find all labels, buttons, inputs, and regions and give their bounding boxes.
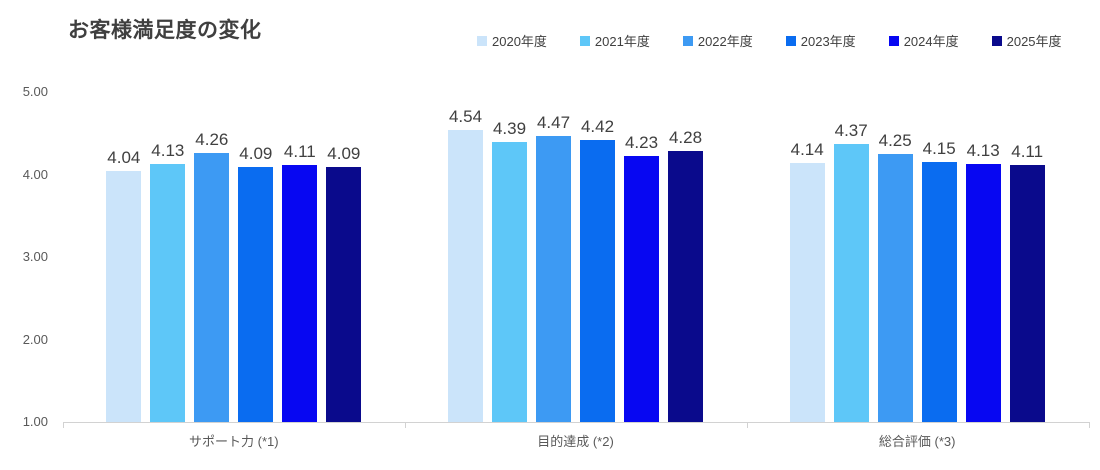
bar-2020年度-総合評価 (*3): [789, 162, 825, 422]
bar-2023年度-サポート力 (*1): [238, 167, 274, 422]
bar-wrap: 4.11: [282, 142, 318, 422]
legend-label: 2021年度: [594, 34, 650, 49]
x-axis-tick: [405, 422, 406, 428]
y-tick-label: 4.00: [22, 166, 48, 182]
y-axis: 5.00 4.00 3.00 2.00 1.00: [0, 0, 48, 470]
legend-label: 2025年度: [1006, 34, 1062, 49]
legend-label: 2023年度: [800, 34, 856, 49]
bar-value-label: 4.11: [283, 142, 316, 162]
legend-label: 2024年度: [903, 34, 959, 49]
chart-legend: 2020年度 2021年度 2022年度 2023年度 2024年度 2025年度: [477, 31, 1062, 50]
bar-2020年度-目的達成 (*2): [448, 129, 483, 422]
bar-value-label: 4.15: [922, 139, 956, 159]
legend-item-2025年度: 2025年度: [991, 31, 1062, 50]
bar-2024年度-目的達成 (*2): [624, 155, 659, 422]
bar-2022年度-サポート力 (*1): [194, 153, 230, 422]
bar-wrap: 4.11: [1009, 142, 1045, 422]
bar-wrap: 4.14: [789, 140, 825, 422]
bar-wrap: 4.13: [965, 141, 1001, 422]
bar-value-label: 4.11: [1011, 142, 1044, 162]
bar-wrap: 4.09: [326, 144, 362, 422]
legend-swatch-icon: [579, 35, 590, 46]
bar-2022年度-目的達成 (*2): [536, 135, 571, 422]
legend-label: 2020年度: [492, 34, 547, 49]
bar-value-label: 4.09: [327, 144, 361, 164]
bar-wrap: 4.26: [194, 130, 230, 422]
bar-value-label: 4.13: [966, 140, 1000, 160]
x-axis-category-labels: サポート力 (*1) 目的達成 (*2) 総合評価 (*3): [63, 431, 1088, 450]
bar-value-label: 4.25: [878, 130, 912, 150]
legend-swatch-icon: [682, 35, 693, 46]
bar-wrap: 4.47: [536, 113, 571, 422]
y-tick-label: 1.00: [22, 414, 48, 429]
bar-value-label: 4.54: [448, 106, 483, 126]
bar-wrap: 4.28: [668, 128, 703, 422]
legend-label: 2022年度: [697, 34, 753, 49]
chart-title: お客様満足度の変化: [68, 19, 262, 42]
bar-2021年度-サポート力 (*1): [150, 163, 186, 422]
x-axis-line: [63, 422, 1089, 423]
legend-item-2023年度: 2023年度: [785, 31, 856, 50]
bar-group: 4.14 4.37 4.25 4.15 4.13 4.11: [746, 92, 1088, 422]
category-label: サポート力 (*1): [189, 434, 279, 449]
bar-2023年度-総合評価 (*3): [921, 162, 957, 422]
bar-value-label: 4.23: [624, 132, 659, 152]
bar-value-label: 4.14: [790, 139, 824, 159]
bar-2025年度-目的達成 (*2): [668, 151, 703, 422]
bar-2025年度-総合評価 (*3): [1009, 165, 1045, 422]
bar-2024年度-サポート力 (*1): [282, 165, 318, 422]
bar-2024年度-総合評価 (*3): [965, 163, 1001, 422]
category-label: 目的達成 (*2): [537, 434, 614, 449]
bar-value-label: 4.37: [834, 120, 868, 140]
x-axis-tick: [63, 422, 64, 428]
y-tick-label: 2.00: [22, 331, 48, 347]
bar-value-label: 4.47: [536, 112, 571, 132]
legend-item-2020年度: 2020年度: [477, 31, 547, 50]
bar-wrap: 4.39: [492, 119, 527, 422]
bar-wrap: 4.09: [238, 144, 274, 422]
bar-wrap: 4.04: [106, 148, 142, 422]
bar-2021年度-目的達成 (*2): [492, 142, 527, 422]
legend-swatch-icon: [888, 35, 899, 46]
bar-value-label: 4.26: [195, 130, 229, 150]
x-axis-tick: [747, 422, 748, 428]
legend-swatch-icon: [785, 35, 796, 46]
legend-item-2024年度: 2024年度: [888, 31, 959, 50]
legend-swatch-icon: [991, 35, 1002, 46]
x-axis-tick: [1089, 422, 1090, 428]
bar-value-label: 4.28: [668, 128, 703, 148]
bar-group: 4.04 4.13 4.26 4.09 4.11 4.09: [63, 92, 405, 422]
bar-wrap: 4.42: [580, 117, 615, 422]
bar-value-label: 4.42: [580, 116, 615, 136]
y-tick-label: 3.00: [22, 249, 48, 264]
bar-2020年度-サポート力 (*1): [106, 171, 142, 422]
bar-value-label: 4.09: [239, 144, 273, 164]
bar-wrap: 4.37: [833, 121, 869, 422]
bar-value-label: 4.13: [151, 140, 185, 160]
bar-2023年度-目的達成 (*2): [580, 139, 615, 422]
bar-value-label: 4.04: [107, 148, 141, 168]
legend-item-2021年度: 2021年度: [579, 31, 650, 50]
bar-wrap: 4.13: [150, 141, 186, 422]
legend-item-2022年度: 2022年度: [682, 31, 753, 50]
y-tick-label: 5.00: [22, 84, 48, 99]
bar-wrap: 4.15: [921, 139, 957, 422]
bar-2021年度-総合評価 (*3): [833, 143, 869, 422]
bar-2022年度-総合評価 (*3): [877, 153, 913, 422]
category-label: 総合評価 (*3): [878, 434, 956, 449]
bar-wrap: 4.54: [448, 107, 483, 422]
bar-group: 4.54 4.39 4.47 4.42 4.23 4.28: [405, 92, 747, 422]
bar-wrap: 4.25: [877, 131, 913, 422]
legend-swatch-icon: [477, 35, 487, 46]
bar-wrap: 4.23: [624, 133, 659, 422]
bar-value-label: 4.39: [492, 119, 527, 139]
plot-area: 4.04 4.13 4.26 4.09 4.11 4.09 4.54 4.39 4.47 4.42…: [63, 92, 1088, 422]
bar-2025年度-サポート力 (*1): [326, 167, 362, 422]
